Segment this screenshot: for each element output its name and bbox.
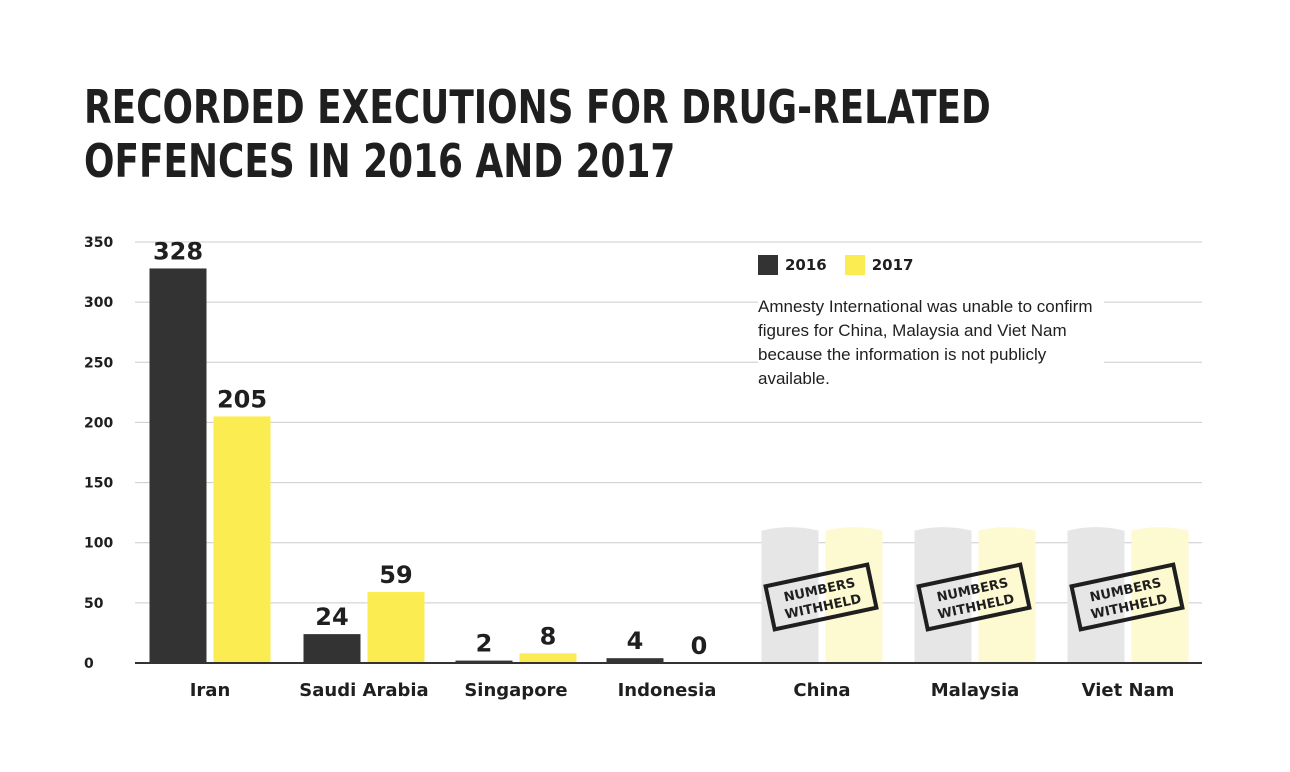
x-tick-label-singapore: Singapore xyxy=(464,680,567,701)
x-tick-label-indonesia: Indonesia xyxy=(618,680,717,701)
chart-title: RECORDED EXECUTIONS FOR DRUG-RELATED OFF… xyxy=(84,80,991,188)
chart-title-line-2: OFFENCES IN 2016 AND 2017 xyxy=(84,134,676,188)
withheld-bar-china-2017 xyxy=(825,527,883,663)
data-label-saudi-arabia-2016: 24 xyxy=(315,603,348,631)
data-label-singapore-2016: 2 xyxy=(476,630,493,658)
bar-iran-2016 xyxy=(149,268,207,663)
y-tick-label-0: 0 xyxy=(84,656,94,672)
chart-title-line-1: RECORDED EXECUTIONS FOR DRUG-RELATED xyxy=(84,80,991,134)
y-tick-label-100: 100 xyxy=(84,536,113,552)
legend-swatch-2017 xyxy=(844,255,865,275)
bar-indonesia-2016 xyxy=(606,658,664,663)
x-tick-label-china: China xyxy=(793,680,850,701)
x-tick-label-malaysia: Malaysia xyxy=(931,680,1020,701)
chart-legend: 2016 2017 xyxy=(758,255,932,275)
bar-saudi-arabia-2017 xyxy=(367,592,425,663)
withheld-stamp-border xyxy=(1069,562,1185,632)
legend-item-2016: 2016 xyxy=(758,255,827,275)
chart-note: Amnesty International was unable to conf… xyxy=(758,295,1104,391)
bar-singapore-2017 xyxy=(519,653,577,663)
x-tick-label-iran: Iran xyxy=(190,680,231,701)
withheld-bar-malaysia-2017 xyxy=(978,527,1036,663)
data-label-singapore-2017: 8 xyxy=(540,622,557,650)
y-tick-label-300: 300 xyxy=(84,295,113,311)
bar-iran-2017 xyxy=(213,416,271,663)
data-label-indonesia-2016: 4 xyxy=(627,627,644,655)
data-label-iran-2016: 328 xyxy=(153,237,203,265)
data-label-saudi-arabia-2017: 59 xyxy=(379,561,412,589)
legend-label-2016: 2016 xyxy=(785,256,827,274)
bar-saudi-arabia-2016 xyxy=(303,634,361,663)
withheld-stamp-border xyxy=(916,562,1032,632)
y-tick-label-200: 200 xyxy=(84,415,113,431)
x-tick-label-viet-nam: Viet Nam xyxy=(1082,680,1175,701)
x-tick-label-saudi-arabia: Saudi Arabia xyxy=(299,680,428,701)
y-tick-label-350: 350 xyxy=(84,235,113,251)
data-label-indonesia-2017: 0 xyxy=(691,632,708,660)
legend-item-2017: 2017 xyxy=(844,255,914,275)
y-tick-label-250: 250 xyxy=(84,355,113,371)
withheld-stamp-border xyxy=(763,562,879,632)
bar-singapore-2016 xyxy=(455,660,513,663)
withheld-bar-viet-nam-2017 xyxy=(1131,527,1189,663)
data-label-iran-2017: 205 xyxy=(217,385,267,413)
legend-label-2017: 2017 xyxy=(871,256,914,274)
y-tick-label-50: 50 xyxy=(84,596,104,612)
legend-swatch-2016 xyxy=(758,255,778,275)
y-tick-label-150: 150 xyxy=(84,476,113,492)
